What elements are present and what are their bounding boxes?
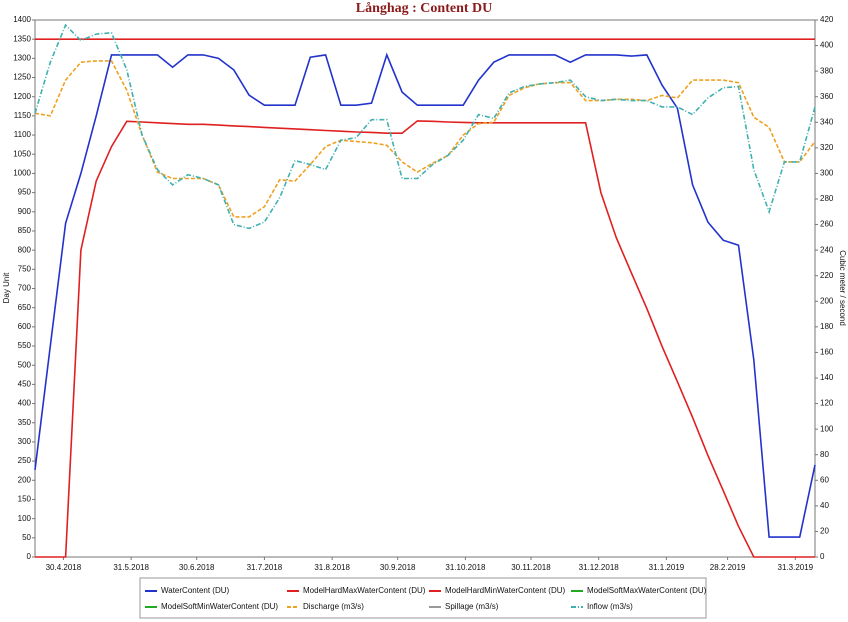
y2-tick-label: 340 — [820, 117, 834, 126]
series-line — [34, 60, 816, 218]
y-tick-label: 1400 — [13, 15, 31, 24]
y2-tick-label: 100 — [820, 424, 834, 433]
y-tick-label: 1300 — [13, 53, 31, 62]
y2-tick-label: 300 — [820, 169, 834, 178]
legend-label: WaterContent (DU) — [161, 586, 230, 595]
y-tick-label: 200 — [18, 475, 32, 484]
y-tick-label: 150 — [18, 495, 32, 504]
x-tick-label: 28.2.2019 — [710, 563, 746, 572]
y-tick-label: 1150 — [14, 111, 32, 120]
y-tick-label: 400 — [18, 399, 32, 408]
x-tick-label: 31.1.2019 — [649, 563, 685, 572]
y2-tick-label: 40 — [820, 501, 829, 510]
legend-label: Discharge (m3/s) — [303, 602, 364, 611]
x-tick-label: 31.3.2019 — [778, 563, 814, 572]
x-tick-label: 30.4.2018 — [46, 563, 82, 572]
y-tick-label: 700 — [18, 284, 32, 293]
y-tick-label: 750 — [18, 264, 32, 273]
y2-tick-label: 80 — [820, 450, 829, 459]
y-tick-label: 1050 — [13, 149, 31, 158]
y2-tick-label: 120 — [820, 399, 834, 408]
y-tick-label: 350 — [18, 418, 32, 427]
y2-tick-label: 20 — [820, 527, 829, 536]
y2-tick-label: 180 — [820, 322, 834, 331]
y-tick-label: 850 — [18, 226, 32, 235]
y2-tick-label: 320 — [820, 143, 834, 152]
y-tick-label: 900 — [18, 207, 32, 216]
y-tick-label: 450 — [18, 380, 32, 389]
y2-tick-label: 0 — [820, 552, 825, 561]
y-tick-label: 800 — [18, 245, 32, 254]
y2-tick-label: 200 — [820, 296, 834, 305]
y-tick-label: 250 — [18, 456, 32, 465]
y-tick-label: 50 — [22, 533, 31, 542]
y2-tick-label: 60 — [820, 475, 829, 484]
x-tick-label: 31.10.2018 — [445, 563, 486, 572]
y2-tick-label: 400 — [820, 41, 834, 50]
y-tick-label: 550 — [18, 341, 32, 350]
y-tick-label: 0 — [27, 552, 32, 561]
y-axis-label: Day Unit — [2, 272, 11, 303]
y2-axis-label: Cubic meter / second — [838, 250, 847, 326]
x-tick-label: 30.11.2018 — [511, 563, 551, 572]
y2-tick-label: 140 — [820, 373, 834, 382]
chart-title: Långhag : Content DU — [356, 1, 493, 16]
y-tick-label: 300 — [18, 437, 32, 446]
y2-tick-label: 280 — [820, 194, 834, 203]
y-tick-label: 1100 — [14, 130, 32, 139]
y2-tick-label: 220 — [820, 271, 834, 280]
y2-tick-label: 420 — [820, 15, 834, 24]
x-tick-label: 30.9.2018 — [380, 563, 416, 572]
legend-label: ModelHardMinWaterContent (DU) — [445, 586, 566, 595]
y2-tick-label: 380 — [820, 66, 834, 75]
y-tick-label: 1200 — [13, 92, 31, 101]
series-line — [34, 52, 816, 538]
x-tick-label: 31.7.2018 — [247, 563, 283, 572]
legend-label: ModelSoftMinWaterContent (DU) — [161, 602, 278, 611]
legend-label: ModelHardMaxWaterContent (DU) — [303, 586, 426, 595]
y-tick-label: 100 — [18, 514, 32, 523]
y2-tick-label: 160 — [820, 348, 834, 357]
series-line — [35, 120, 815, 558]
y-tick-label: 950 — [18, 188, 32, 197]
x-tick-label: 31.8.2018 — [314, 563, 350, 572]
x-tick-label: 30.6.2018 — [179, 563, 215, 572]
y-tick-label: 600 — [18, 322, 32, 331]
x-tick-label: 31.5.2018 — [113, 563, 149, 572]
x-tick-label: 31.12.2018 — [579, 563, 620, 572]
y-tick-label: 1000 — [13, 169, 31, 178]
y-tick-label: 1250 — [13, 73, 31, 82]
y2-tick-label: 240 — [820, 245, 834, 254]
legend-label: ModelSoftMaxWaterContent (DU) — [587, 586, 707, 595]
y-tick-label: 500 — [18, 360, 32, 369]
y-tick-label: 1350 — [13, 34, 31, 43]
y2-tick-label: 360 — [820, 92, 834, 101]
legend — [139, 577, 707, 619]
y2-tick-label: 260 — [820, 220, 834, 229]
legend-label: Spillage (m3/s) — [445, 602, 499, 611]
legend-label: Inflow (m3/s) — [587, 602, 633, 611]
y-tick-label: 650 — [18, 303, 32, 312]
series-line — [34, 23, 816, 230]
